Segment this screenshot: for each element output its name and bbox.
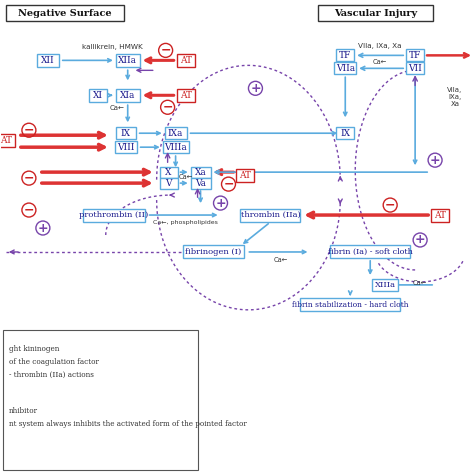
Text: kallikrein, HMWK: kallikrein, HMWK (82, 45, 143, 50)
FancyBboxPatch shape (334, 63, 356, 74)
FancyBboxPatch shape (191, 178, 210, 189)
FancyBboxPatch shape (116, 54, 140, 67)
Text: −: − (24, 124, 34, 137)
Text: VIIa: VIIa (336, 64, 355, 73)
FancyBboxPatch shape (182, 246, 245, 258)
FancyBboxPatch shape (160, 178, 178, 189)
Text: Ca←: Ca← (109, 105, 124, 111)
Text: −: − (24, 203, 34, 217)
FancyBboxPatch shape (3, 330, 198, 470)
Text: XIIIa: XIIIa (374, 281, 396, 289)
Text: +: + (37, 221, 48, 235)
Text: AT: AT (239, 171, 252, 180)
Text: XIIa: XIIa (118, 56, 137, 65)
FancyBboxPatch shape (6, 6, 124, 21)
FancyBboxPatch shape (372, 279, 398, 291)
Text: nt system always inhibits the activated form of the pointed factor: nt system always inhibits the activated … (9, 419, 246, 428)
Text: −: − (223, 178, 234, 191)
FancyBboxPatch shape (115, 141, 137, 153)
Text: −: − (160, 44, 171, 57)
Text: AT: AT (434, 210, 446, 219)
FancyBboxPatch shape (0, 134, 15, 146)
Text: VIIIa: VIIIa (164, 143, 187, 152)
Text: XI: XI (93, 91, 103, 100)
Text: fibrinogen (I): fibrinogen (I) (185, 248, 242, 256)
FancyBboxPatch shape (406, 49, 424, 61)
Text: AT: AT (180, 56, 191, 65)
Text: VIIa, IXa, Xa: VIIa, IXa, Xa (358, 44, 402, 49)
Text: +: + (250, 82, 261, 95)
Text: Ca←, phospholipides: Ca←, phospholipides (153, 219, 218, 225)
FancyBboxPatch shape (406, 63, 424, 74)
Text: IXa: IXa (168, 129, 183, 138)
Text: IX: IX (340, 129, 350, 138)
Text: XIa: XIa (120, 91, 136, 100)
Text: −: − (163, 101, 173, 114)
Text: Va: Va (195, 179, 206, 188)
Text: VIII: VIII (117, 143, 135, 152)
Text: −: − (385, 199, 395, 211)
FancyBboxPatch shape (83, 209, 145, 221)
Text: TF: TF (339, 51, 351, 60)
Text: Vascular Injury: Vascular Injury (334, 9, 417, 18)
Text: V: V (165, 179, 172, 188)
Text: X: X (165, 168, 172, 177)
FancyBboxPatch shape (160, 167, 178, 178)
Text: Ca←: Ca← (179, 174, 193, 180)
FancyBboxPatch shape (116, 89, 140, 102)
FancyBboxPatch shape (431, 209, 449, 221)
FancyBboxPatch shape (330, 246, 410, 258)
Text: VII: VII (408, 64, 422, 73)
FancyBboxPatch shape (177, 89, 194, 102)
FancyBboxPatch shape (163, 141, 189, 153)
Text: - thrombin (IIa) actions: - thrombin (IIa) actions (9, 371, 94, 379)
Text: +: + (430, 154, 440, 167)
Text: IX: IX (121, 129, 131, 138)
Text: Ca←: Ca← (273, 257, 288, 263)
Text: fibrin (Ia) - soft cloth: fibrin (Ia) - soft cloth (328, 248, 413, 256)
Text: Ca←: Ca← (413, 280, 427, 286)
Text: Xa: Xa (195, 168, 207, 177)
FancyBboxPatch shape (319, 6, 433, 21)
Text: AT: AT (0, 136, 12, 145)
FancyBboxPatch shape (37, 54, 59, 67)
FancyBboxPatch shape (89, 89, 107, 102)
FancyBboxPatch shape (116, 127, 136, 139)
FancyBboxPatch shape (237, 169, 255, 182)
Text: XII: XII (41, 56, 55, 65)
Text: VIIa,
IXa,
Xa: VIIa, IXa, Xa (447, 87, 463, 107)
Text: thrombin (IIa): thrombin (IIa) (240, 211, 301, 219)
Text: prothrombin (II): prothrombin (II) (79, 211, 148, 219)
FancyBboxPatch shape (336, 49, 354, 61)
FancyBboxPatch shape (164, 127, 187, 139)
FancyBboxPatch shape (191, 167, 210, 178)
Text: +: + (415, 234, 426, 246)
Text: nhibitor: nhibitor (9, 407, 38, 415)
FancyBboxPatch shape (177, 54, 194, 67)
Text: +: + (215, 197, 226, 210)
Text: of the coagulation factor: of the coagulation factor (9, 358, 99, 366)
FancyBboxPatch shape (336, 127, 354, 139)
FancyBboxPatch shape (240, 209, 301, 221)
Text: Negative Surface: Negative Surface (18, 9, 112, 18)
Text: ght kininogen: ght kininogen (9, 345, 59, 353)
Text: −: − (24, 172, 34, 184)
Text: TF: TF (409, 51, 421, 60)
Text: AT: AT (180, 91, 191, 100)
Text: fibrin stabilization - hard cloth: fibrin stabilization - hard cloth (292, 301, 409, 309)
FancyBboxPatch shape (301, 298, 400, 311)
Text: Ca←: Ca← (373, 59, 387, 65)
